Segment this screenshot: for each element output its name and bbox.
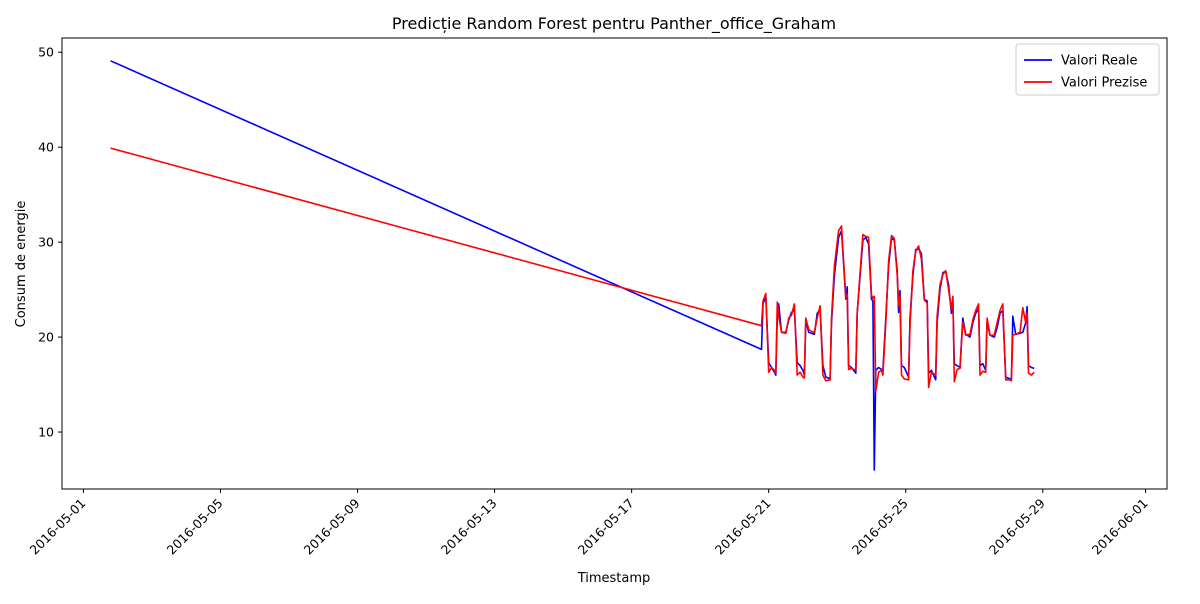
- y-tick-label: 50: [38, 45, 54, 60]
- series-line-1: [110, 147, 1035, 392]
- plot-frame: [61, 37, 1168, 490]
- y-tick-label: 30: [38, 235, 54, 250]
- y-tick-label: 20: [38, 330, 54, 345]
- y-tick-label: 40: [38, 140, 54, 155]
- x-axis-label: Timestamp: [577, 571, 651, 586]
- chart-title: Predicție Random Forest pentru Panther_o…: [392, 14, 836, 34]
- y-tick-label: 10: [38, 425, 54, 440]
- legend-label-1: Valori Prezise: [1061, 76, 1147, 91]
- y-axis-label: Consum de energie: [14, 201, 29, 328]
- legend-label-0: Valori Reale: [1061, 54, 1138, 69]
